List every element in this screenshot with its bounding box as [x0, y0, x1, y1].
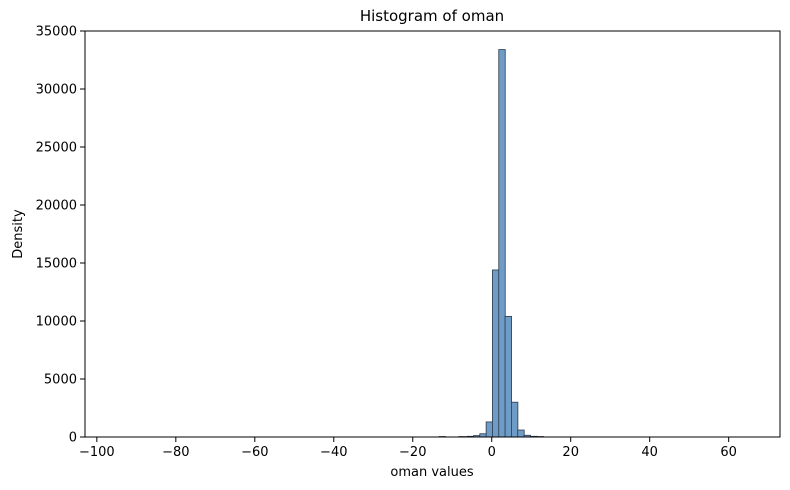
- y-axis-title: Density: [11, 209, 26, 259]
- bars-group: [438, 49, 544, 438]
- histogram-bar-7: [498, 49, 506, 438]
- x-tick-label-0: −100: [79, 445, 115, 460]
- y-tick-label-3: 15000: [36, 257, 77, 272]
- y-tick-label-0: 0: [69, 431, 77, 446]
- chart-title: Histogram of oman: [360, 7, 504, 25]
- x-tick-label-2: −60: [241, 445, 268, 460]
- x-tick-label-8: 60: [720, 445, 737, 460]
- y-tick-label-7: 35000: [36, 25, 77, 40]
- y-tick-label-1: 5000: [44, 373, 77, 388]
- x-axis-ticks: −100 −80 −60 −40 −20 0 20 40 60: [79, 437, 737, 460]
- x-tick-label-7: 40: [641, 445, 658, 460]
- x-tick-label-4: −20: [399, 445, 426, 460]
- histogram-bar-8: [504, 315, 512, 438]
- y-tick-label-5: 25000: [36, 141, 77, 156]
- x-axis-title: oman values: [390, 465, 473, 480]
- y-tick-label-2: 10000: [36, 315, 77, 330]
- histogram-bar-6: [492, 269, 500, 438]
- plot-frame: [84, 30, 781, 438]
- y-axis-ticks: 0 5000 10000 15000 20000 25000 30000 35000: [36, 25, 85, 446]
- histogram-bar-10: [517, 429, 525, 438]
- histogram-bar-5: [485, 421, 494, 438]
- x-tick-label-3: −40: [320, 445, 347, 460]
- y-tick-label-6: 30000: [36, 83, 77, 98]
- x-tick-label-5: 0: [488, 445, 496, 460]
- y-tick-label-4: 20000: [36, 199, 77, 214]
- histogram-bar-9: [510, 401, 519, 438]
- x-tick-label-1: −80: [162, 445, 189, 460]
- x-tick-label-6: 20: [562, 445, 579, 460]
